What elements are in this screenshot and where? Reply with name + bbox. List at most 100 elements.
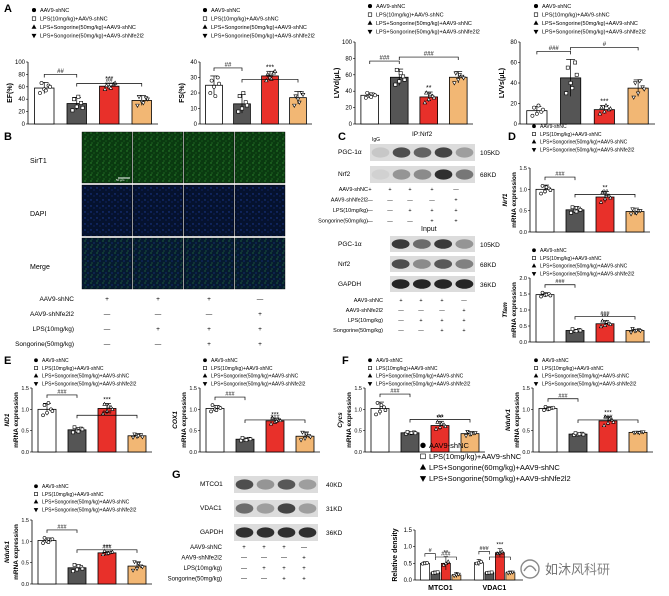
g-blot-strip	[234, 500, 318, 517]
blot-kd: 105KD	[480, 242, 500, 249]
legend-marker	[532, 124, 536, 129]
comparison-bracket	[244, 419, 306, 423]
data-point	[383, 408, 388, 412]
data-point	[574, 72, 579, 77]
data-point	[542, 408, 546, 412]
condition-sign: —	[407, 219, 413, 225]
g-blot-band	[256, 527, 275, 538]
data-point	[106, 403, 111, 408]
data-point	[42, 403, 47, 407]
legend-marker	[368, 358, 372, 363]
data-point	[569, 211, 573, 215]
data-point	[100, 411, 106, 416]
y-tick-label: 80	[18, 72, 25, 78]
legend-label: LPS+Songorine(50mg/kg)+AAV9-shNC	[542, 21, 638, 27]
data-point	[136, 562, 141, 566]
g-blot-band	[256, 479, 275, 490]
condition-sign: —	[241, 556, 247, 562]
data-point	[302, 436, 308, 441]
y-tick-label: 40	[510, 81, 517, 87]
condition-sign: —	[155, 341, 162, 348]
condition-sign: +	[242, 545, 246, 551]
data-point	[272, 68, 278, 73]
data-point	[505, 571, 511, 576]
legend-marker	[203, 366, 207, 370]
bracket-label: ###	[441, 552, 451, 558]
legend-label: LPS+Songorine(50mg/kg)+AAV9-shNC	[540, 140, 628, 146]
significance-mark: **	[444, 551, 449, 557]
data-point	[631, 95, 636, 100]
comparison-bracket	[570, 47, 639, 51]
data-point	[581, 432, 586, 437]
g-blot-strip	[234, 524, 318, 541]
data-point	[435, 419, 440, 424]
condition-label: Songorine(50mg/kg)	[168, 577, 222, 583]
comparison-bracket	[76, 83, 143, 87]
y-axis-gene-label: Nrf1	[502, 193, 509, 206]
data-point	[603, 103, 609, 108]
y-tick-label: 1.5	[21, 518, 29, 524]
micrograph-tile	[81, 184, 133, 237]
legend-marker	[368, 366, 372, 370]
data-point	[602, 322, 608, 327]
legend-marker	[203, 358, 207, 363]
comparison-bracket	[489, 556, 511, 560]
input-blot-band	[391, 279, 410, 289]
y-tick-label: 0.5	[21, 561, 29, 567]
bracket-label: ##	[602, 189, 609, 195]
data-point	[640, 85, 645, 90]
y-tick-label: 0	[194, 122, 198, 128]
data-point	[633, 430, 638, 435]
y-tick-label: 1.0	[519, 308, 527, 314]
row-label-dapi: DAPI	[30, 211, 46, 218]
data-point	[608, 106, 613, 111]
data-point	[304, 432, 309, 437]
condition-sign: +	[388, 187, 391, 193]
data-point	[637, 431, 642, 436]
significance-mark: ***	[600, 99, 608, 106]
y-tick-label: 1.5	[354, 386, 362, 392]
data-point	[74, 104, 79, 109]
data-point	[611, 419, 616, 424]
data-point	[298, 438, 304, 443]
condition-sign: +	[462, 308, 465, 314]
data-point	[268, 421, 274, 426]
condition-sign: +	[258, 326, 262, 333]
y-tick-label: 30	[190, 76, 197, 82]
input-blot-band	[434, 259, 453, 269]
input-blot-band	[412, 239, 431, 249]
legend-marker	[202, 24, 208, 29]
data-point	[300, 92, 306, 98]
legend-marker	[531, 272, 537, 277]
data-point	[573, 431, 578, 436]
data-point	[455, 78, 461, 83]
legend-label: LPS(10mg/kg)+AAV9-shNC	[376, 13, 444, 19]
legend-marker	[34, 358, 38, 363]
y-tick-label: 60	[18, 85, 25, 91]
legend-label: AAV9-shNC	[429, 441, 469, 450]
legend-marker	[34, 366, 38, 370]
bar	[205, 408, 225, 453]
condition-sign: +	[262, 545, 266, 551]
micrograph-tile	[234, 237, 286, 290]
input-blot-strip	[390, 256, 475, 272]
comparison-bracket	[544, 176, 576, 181]
legend-marker	[33, 499, 39, 504]
legend-label: LPS+Songorine(50mg/kg)+AAV9-shNfe2l2	[542, 381, 637, 387]
comparison-bracket	[241, 79, 299, 83]
y-tick-label: 10	[190, 107, 197, 113]
comparison-bracket	[213, 67, 243, 71]
input-blot-band	[455, 279, 474, 289]
data-point	[130, 435, 136, 440]
chart-ef: 020406080100EF(%)***####AAV9-shNCLPS(10m…	[7, 8, 158, 128]
significance-mark: **	[602, 184, 608, 191]
micrograph-tile	[183, 237, 235, 290]
data-point	[38, 91, 42, 95]
data-point	[308, 435, 313, 440]
y-tick-label: 1.5	[189, 386, 197, 392]
condition-sign: +	[302, 577, 306, 583]
condition-sign: —	[418, 328, 424, 334]
y-tick-label: 1.0	[522, 407, 530, 413]
